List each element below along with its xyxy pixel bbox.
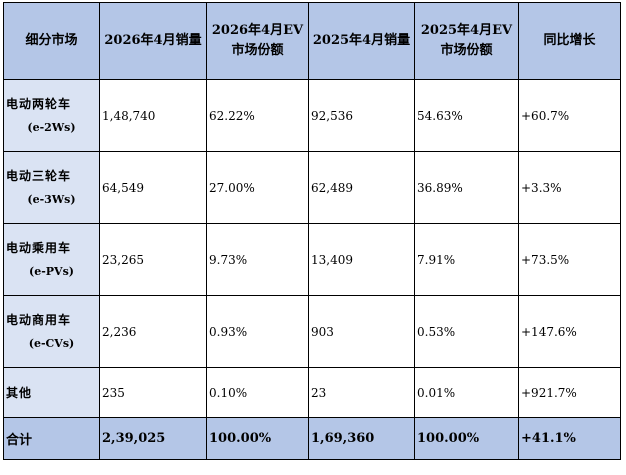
header-sales-2026: 2026年4月销量	[99, 2, 207, 80]
header-yoy: 同比增长	[518, 2, 621, 80]
header-share-2025: 2025年4月EV 市场份额	[414, 2, 519, 80]
sales-2025-cell: 903	[308, 295, 415, 368]
share-2026-cell: 9.73%	[206, 223, 309, 296]
total-sales-2025: 1,69,360	[308, 417, 415, 460]
header-sales-2025: 2025年4月销量	[308, 2, 415, 80]
sales-2026-cell: 235	[99, 367, 207, 418]
table-row: 电动两轮车 (e-2Ws) 1,48,740 62.22% 92,536 54.6…	[3, 79, 621, 152]
segment-cell: 电动三轮车 (e-3Ws)	[3, 151, 100, 224]
sales-2026-cell: 2,236	[99, 295, 207, 368]
table-row: 其他 235 0.10% 23 0.01% +921.7%	[3, 367, 621, 418]
total-share-2026: 100.00%	[206, 417, 309, 460]
yoy-cell: +3.3%	[518, 151, 621, 224]
header-share-2026: 2026年4月EV 市场份额	[206, 2, 309, 80]
header-row: 细分市场 2026年4月销量 2026年4月EV 市场份额 2025年4月销量 2…	[3, 2, 621, 80]
sales-2026-cell: 23,265	[99, 223, 207, 296]
yoy-cell: +73.5%	[518, 223, 621, 296]
sales-2025-cell: 23	[308, 367, 415, 418]
sales-2026-cell: 64,549	[99, 151, 207, 224]
share-2025-cell: 36.89%	[414, 151, 519, 224]
total-row: 合计 2,39,025 100.00% 1,69,360 100.00% +41…	[3, 417, 621, 460]
share-2026-cell: 27.00%	[206, 151, 309, 224]
share-2025-cell: 0.01%	[414, 367, 519, 418]
total-label: 合计	[3, 417, 100, 460]
sales-2025-cell: 92,536	[308, 79, 415, 152]
table-row: 电动乘用车 (e-PVs) 23,265 9.73% 13,409 7.91% +…	[3, 223, 621, 296]
share-2025-cell: 7.91%	[414, 223, 519, 296]
share-2025-cell: 54.63%	[414, 79, 519, 152]
share-2026-cell: 62.22%	[206, 79, 309, 152]
sales-2025-cell: 13,409	[308, 223, 415, 296]
sales-2026-cell: 1,48,740	[99, 79, 207, 152]
total-yoy: +41.1%	[518, 417, 621, 460]
table-row: 电动三轮车 (e-3Ws) 64,549 27.00% 62,489 36.89%…	[3, 151, 621, 224]
header-segment: 细分市场	[3, 2, 100, 80]
yoy-cell: +921.7%	[518, 367, 621, 418]
segment-cell: 其他	[3, 367, 100, 418]
segment-cell: 电动乘用车 (e-PVs)	[3, 223, 100, 296]
share-2026-cell: 0.93%	[206, 295, 309, 368]
yoy-cell: +60.7%	[518, 79, 621, 152]
ev-sales-table: 细分市场 2026年4月销量 2026年4月EV 市场份额 2025年4月销量 2…	[3, 2, 621, 460]
segment-cell: 电动两轮车 (e-2Ws)	[3, 79, 100, 152]
segment-cell: 电动商用车 (e-CVs)	[3, 295, 100, 368]
total-sales-2026: 2,39,025	[99, 417, 207, 460]
table-row: 电动商用车 (e-CVs) 2,236 0.93% 903 0.53% +147.…	[3, 295, 621, 368]
sales-2025-cell: 62,489	[308, 151, 415, 224]
share-2025-cell: 0.53%	[414, 295, 519, 368]
yoy-cell: +147.6%	[518, 295, 621, 368]
share-2026-cell: 0.10%	[206, 367, 309, 418]
total-share-2025: 100.00%	[414, 417, 519, 460]
